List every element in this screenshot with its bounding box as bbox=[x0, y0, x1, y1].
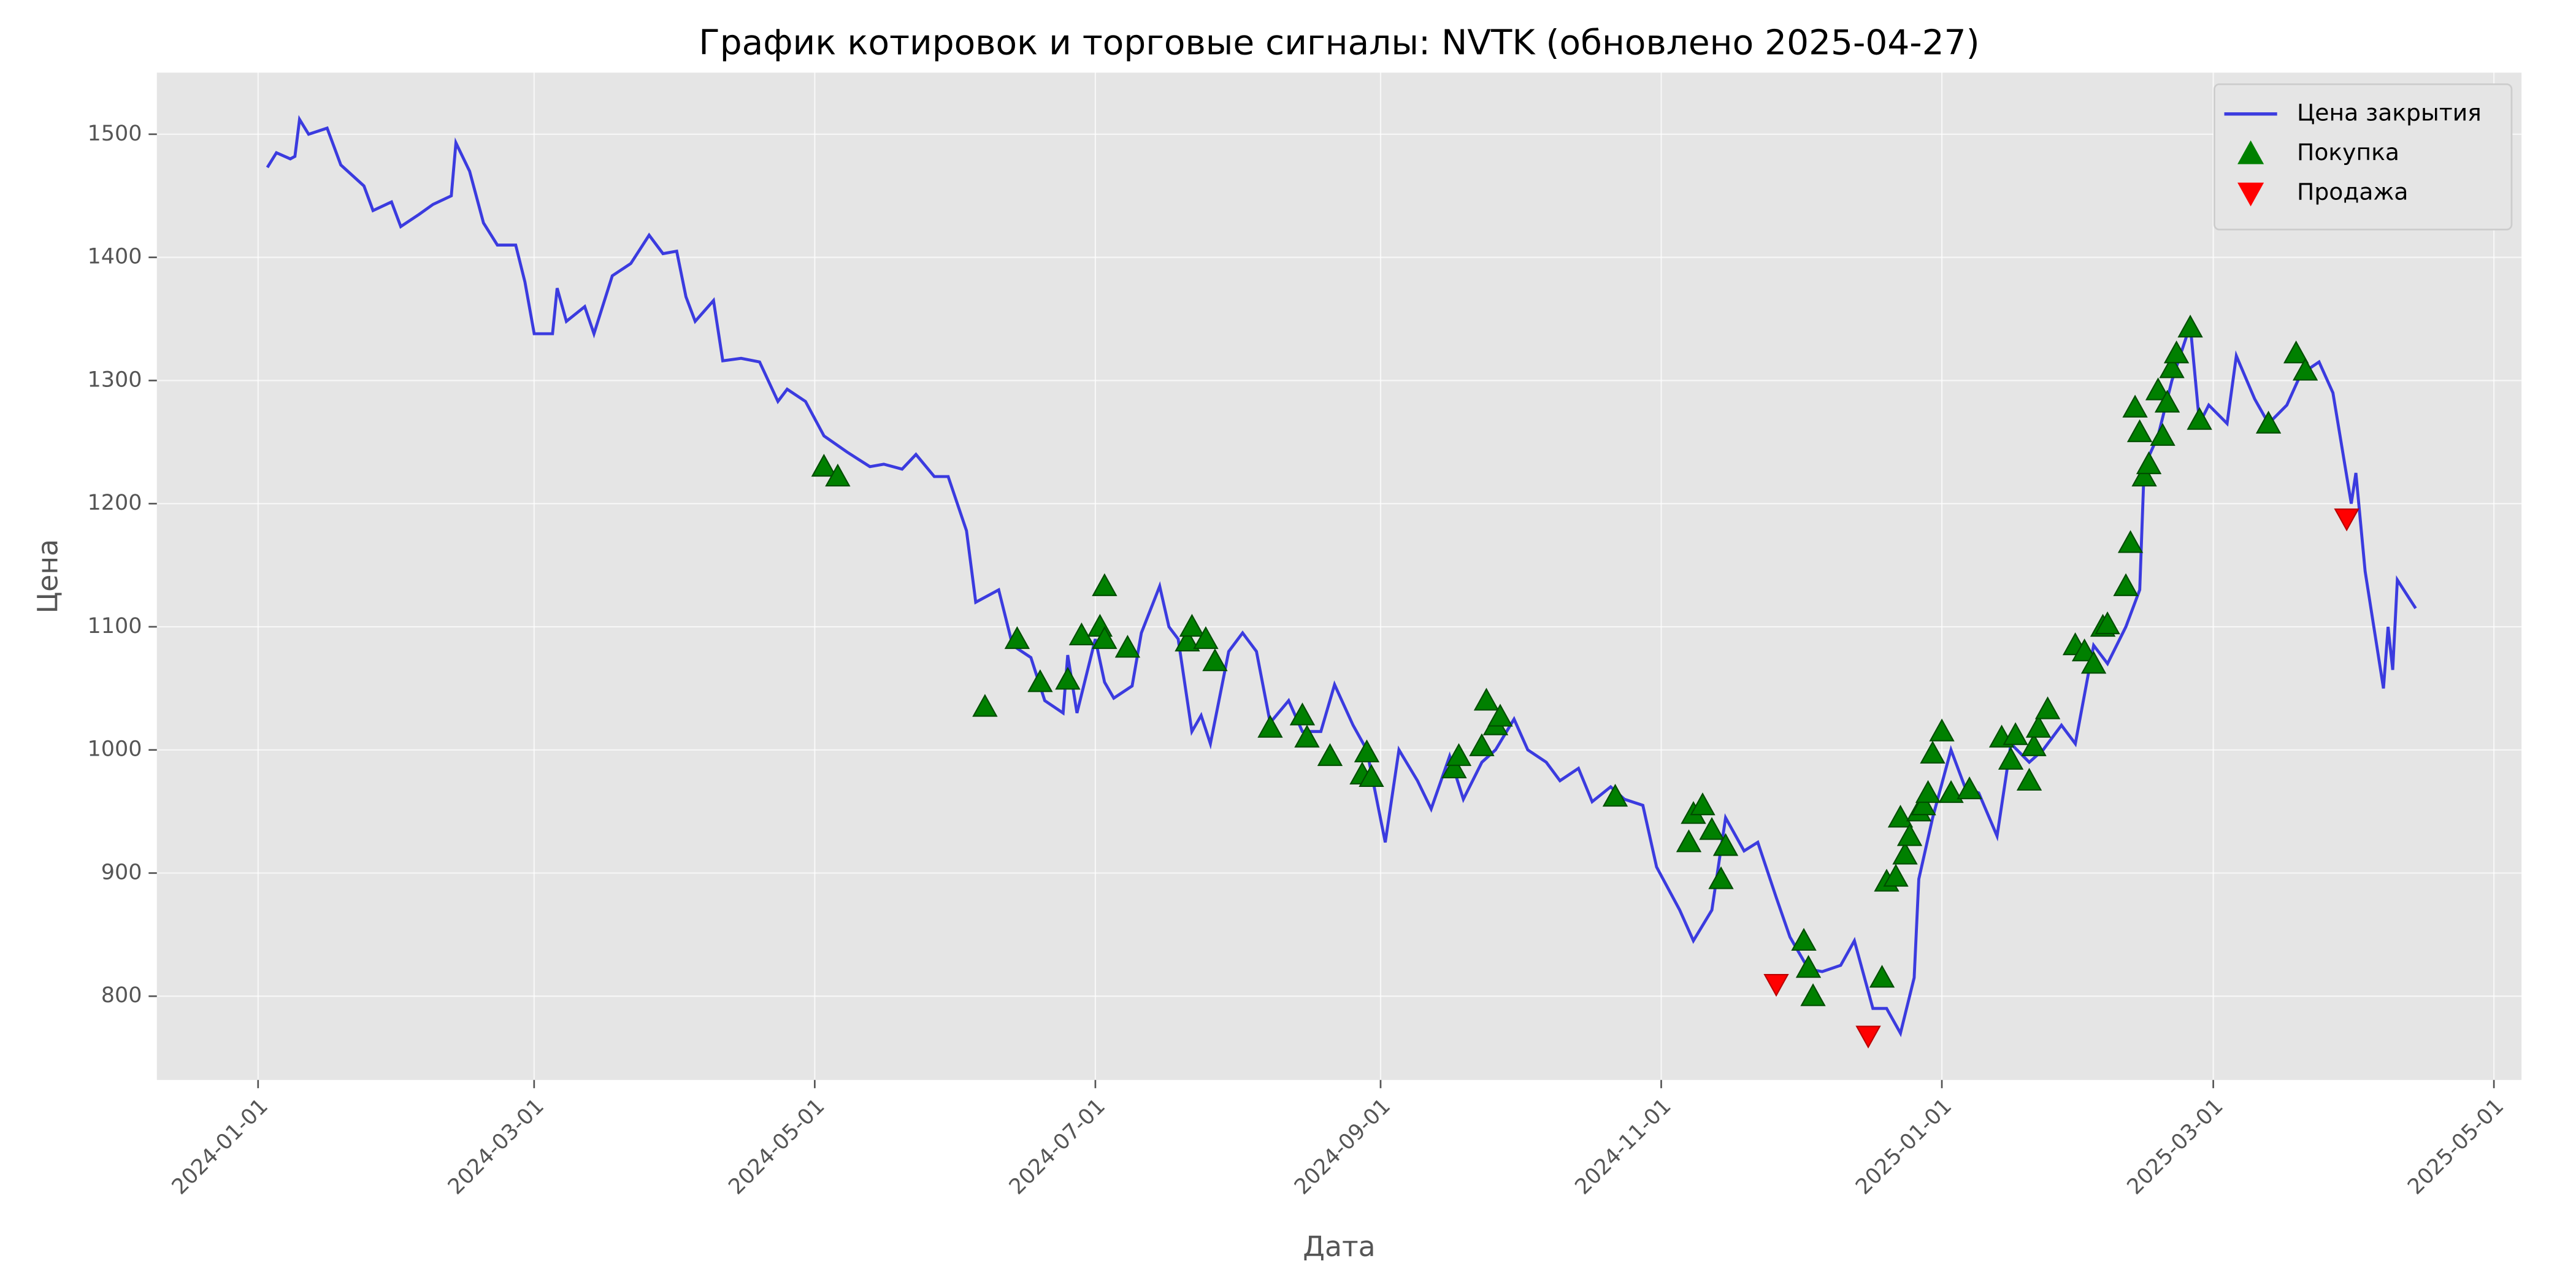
buy-marker bbox=[1294, 724, 1320, 748]
buy-marker bbox=[1092, 573, 1117, 596]
buy-marker bbox=[1359, 764, 1384, 788]
buy-marker bbox=[2292, 358, 2318, 381]
buy-marker bbox=[2150, 423, 2175, 446]
buy-marker bbox=[1027, 669, 1053, 692]
price-line bbox=[266, 115, 2417, 1038]
buy-marker bbox=[2034, 696, 2061, 719]
buy-marker bbox=[1957, 776, 1982, 800]
buy-marker bbox=[2136, 451, 2162, 475]
y-tick-label: 1300 bbox=[87, 367, 142, 392]
buy-marker bbox=[1699, 817, 1725, 840]
buy-marker bbox=[1354, 739, 1380, 762]
buy-marker bbox=[1446, 743, 1472, 766]
buy-marker bbox=[1317, 743, 1343, 766]
buy-marker bbox=[1690, 792, 1715, 816]
buy-marker bbox=[2003, 722, 2028, 745]
y-tick-label: 1500 bbox=[87, 121, 142, 146]
legend-label: Покупка bbox=[2297, 139, 2399, 166]
legend-swatch bbox=[2237, 140, 2264, 164]
buy-marker bbox=[2283, 340, 2309, 364]
buy-marker bbox=[2145, 377, 2171, 401]
buy-marker bbox=[1892, 841, 1918, 865]
y-tick-label: 1100 bbox=[87, 614, 142, 638]
sell-marker bbox=[1763, 974, 1789, 997]
buy-marker bbox=[1791, 927, 1817, 951]
buy-marker bbox=[1938, 780, 1964, 803]
y-tick-label: 1400 bbox=[87, 245, 142, 269]
buy-marker bbox=[1114, 634, 1141, 658]
chart-title: График котировок и торговые сигналы: NVT… bbox=[699, 23, 1979, 63]
buy-marker bbox=[1004, 626, 1030, 650]
buy-marker bbox=[1998, 746, 2024, 770]
buy-marker bbox=[1487, 703, 1513, 727]
buy-marker bbox=[1795, 955, 1822, 978]
buy-marker bbox=[2154, 389, 2180, 413]
buy-marker bbox=[2163, 340, 2190, 364]
buy-marker bbox=[2126, 419, 2153, 442]
y-tick-label: 800 bbox=[101, 983, 142, 1008]
buy-marker bbox=[2095, 611, 2120, 635]
buy-marker bbox=[1055, 667, 1081, 690]
buy-marker bbox=[1289, 702, 1316, 726]
buy-marker bbox=[2113, 573, 2139, 596]
buy-marker bbox=[2016, 767, 2042, 791]
sell-marker bbox=[1855, 1025, 1881, 1049]
buy-marker bbox=[1068, 622, 1095, 646]
buy-marker bbox=[1887, 805, 1914, 828]
buy-marker bbox=[1712, 833, 1739, 856]
y-tick-label: 900 bbox=[101, 860, 142, 884]
buy-marker bbox=[1469, 733, 1495, 756]
buy-marker bbox=[2021, 733, 2047, 756]
buy-marker bbox=[1676, 829, 1702, 853]
buy-marker bbox=[972, 694, 998, 717]
buy-marker bbox=[2122, 394, 2148, 418]
buy-marker bbox=[1441, 755, 1467, 778]
buy-marker bbox=[1602, 783, 1628, 807]
x-axis-label: Дата bbox=[1303, 1230, 1375, 1263]
y-tick-label: 1200 bbox=[87, 491, 142, 515]
legend-label: Цена закрытия bbox=[2297, 99, 2482, 126]
buy-marker bbox=[1473, 688, 1500, 711]
buy-marker bbox=[825, 463, 851, 487]
buy-marker bbox=[1202, 648, 1228, 672]
buy-marker bbox=[811, 453, 837, 477]
y-tick-label: 1000 bbox=[87, 737, 142, 762]
buy-marker bbox=[1915, 780, 1941, 803]
buy-marker bbox=[2177, 314, 2203, 338]
buy-marker bbox=[1092, 626, 1117, 650]
buy-marker bbox=[1920, 740, 1945, 764]
buy-marker bbox=[1257, 715, 1283, 738]
buy-marker bbox=[2080, 651, 2107, 674]
buy-marker bbox=[1896, 823, 1923, 846]
buy-marker bbox=[1869, 965, 1895, 988]
buy-marker bbox=[1708, 866, 1734, 889]
buy-marker bbox=[2131, 463, 2157, 487]
legend-swatch bbox=[2237, 182, 2264, 207]
buy-marker bbox=[1883, 864, 1909, 887]
sell-marker bbox=[2334, 508, 2359, 532]
buy-marker bbox=[2159, 355, 2185, 378]
buy-marker bbox=[2187, 407, 2212, 430]
legend-label: Продажа bbox=[2297, 178, 2409, 205]
plot-area bbox=[156, 72, 2522, 1080]
legend-box bbox=[2214, 83, 2513, 231]
buy-marker bbox=[1193, 626, 1219, 650]
buy-marker bbox=[1800, 983, 1826, 1006]
buy-marker bbox=[1179, 613, 1205, 637]
y-axis-label: Цена bbox=[31, 539, 64, 614]
buy-marker bbox=[2255, 410, 2282, 434]
buy-marker bbox=[2071, 638, 2098, 662]
buy-marker bbox=[1911, 792, 1936, 816]
buy-marker bbox=[1175, 628, 1200, 652]
buy-marker bbox=[1929, 718, 1955, 742]
buy-marker bbox=[2025, 715, 2052, 738]
buy-marker bbox=[2117, 530, 2144, 553]
